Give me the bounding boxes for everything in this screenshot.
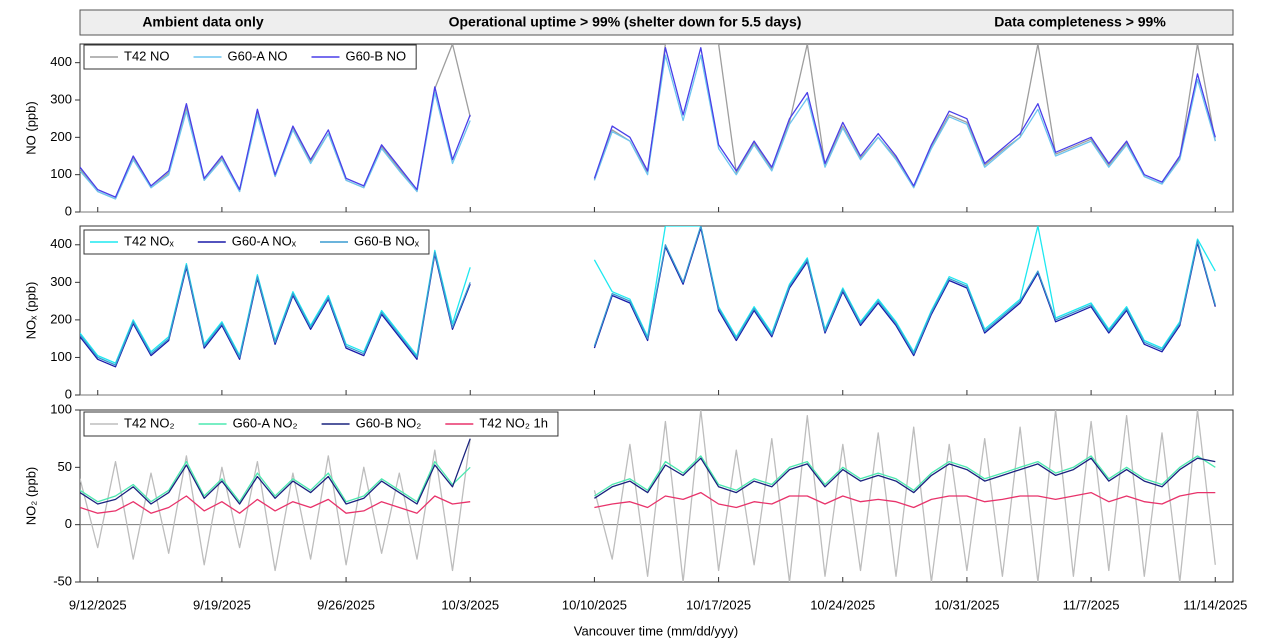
legend-box <box>83 411 559 437</box>
series-line <box>80 410 1216 582</box>
series-line <box>80 438 1216 505</box>
legend-label: G60-A NO₂ <box>233 415 298 430</box>
x-tick-label: 11/14/2025 <box>1183 597 1247 612</box>
y-axis-label: NO₂ (ppb) <box>23 467 38 526</box>
banner-text: Ambient data only <box>142 14 264 30</box>
legend-label: G60-B NO <box>345 48 406 63</box>
series-line <box>80 226 1216 366</box>
legend-label: G60-A NO <box>228 48 288 63</box>
y-tick-label: 200 <box>50 129 72 144</box>
y-tick-label: 0 <box>65 516 72 531</box>
legend: T42 NO G60-A NO G60-B NO <box>83 44 417 70</box>
x-tick-label: 9/26/2025 <box>317 597 375 612</box>
panel: -50 0 50 100 9/12/2025 9/19/2025 9/26/2025 10/3… <box>23 401 1247 612</box>
y-tick-label: 100 <box>50 401 72 416</box>
y-tick-label: 0 <box>65 203 72 218</box>
y-tick-label: 100 <box>50 349 72 364</box>
x-tick-label: 10/10/2025 <box>562 597 627 612</box>
y-tick-label: 50 <box>58 459 72 474</box>
y-tick-label: 400 <box>50 54 72 69</box>
y-tick-label: 100 <box>50 166 72 181</box>
legend-box <box>83 229 430 255</box>
series-line <box>80 455 1216 503</box>
y-tick-label: 200 <box>50 311 72 326</box>
legend-label: G60-B NOₓ <box>354 233 420 248</box>
x-tick-label: 11/7/2025 <box>1063 597 1120 612</box>
legend-label: G60-A NOₓ <box>232 233 297 248</box>
x-tick-label: 9/12/2025 <box>69 597 127 612</box>
panel: 0 100 200 300 400 NO (ppb) T42 NO G60-A NO G60-B… <box>23 43 1234 218</box>
x-tick-label: 10/3/2025 <box>441 597 499 612</box>
legend: T42 NOₓ G60-A NOₓ G60-B NOₓ <box>83 229 430 255</box>
x-tick-label: 10/17/2025 <box>686 597 751 612</box>
y-tick-label: 0 <box>65 386 72 401</box>
legend-label: T42 NO₂ <box>124 415 175 430</box>
x-tick-label: 10/31/2025 <box>934 597 999 612</box>
legend: T42 NO₂ G60-A NO₂ G60-B NO₂ T42 NO₂ 1h <box>83 411 559 437</box>
banner-box <box>79 9 1234 36</box>
x-tick-label: 10/24/2025 <box>810 597 875 612</box>
series-line <box>80 54 1216 200</box>
legend-label: G60-B NO₂ <box>356 415 422 430</box>
y-axis-label: NO (ppb) <box>23 101 38 154</box>
y-tick-label: -50 <box>53 573 72 588</box>
legend-label: T42 NOₓ <box>124 233 175 248</box>
y-axis-label: NOₓ (ppb) <box>23 282 38 340</box>
series-line <box>80 47 1216 198</box>
legend-box <box>83 44 417 70</box>
legend-label: T42 NO <box>124 48 170 63</box>
x-tick-label: 9/19/2025 <box>193 597 251 612</box>
banner-text: Data completeness > 99% <box>994 14 1166 30</box>
x-axis-label: Vancouver time (mm/dd/yyy) <box>574 623 738 638</box>
y-tick-label: 300 <box>50 274 72 289</box>
panel: 0 100 200 300 400 NOₓ (ppb) T42 NOₓ G60-A NOₓ G6… <box>23 225 1234 401</box>
legend-label: T42 NO₂ 1h <box>479 415 548 430</box>
banner-text: Operational uptime > 99% (shelter down f… <box>449 14 802 30</box>
series-line <box>80 491 1216 514</box>
plot-frame <box>79 409 1234 583</box>
y-tick-label: 400 <box>50 236 72 251</box>
y-tick-label: 300 <box>50 91 72 106</box>
